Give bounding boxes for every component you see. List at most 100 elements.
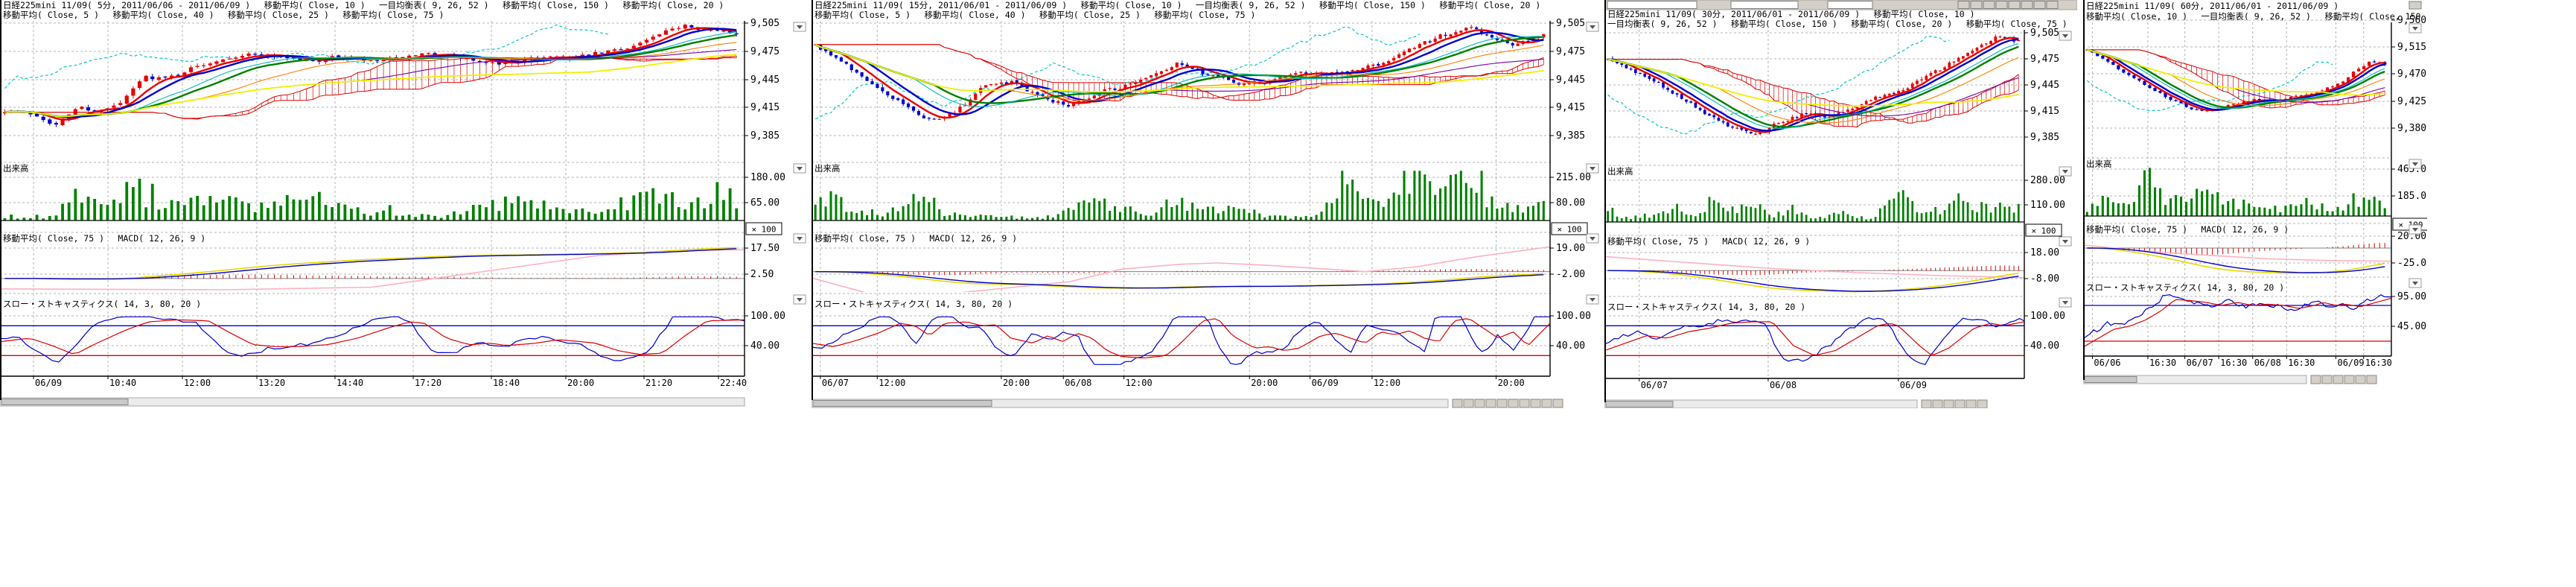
chart-nav-button-mode-1[interactable] bbox=[1519, 399, 1530, 408]
chart-nav-button-scroll-right[interactable] bbox=[1463, 399, 1474, 408]
pane-scroll-down-button[interactable] bbox=[793, 163, 806, 174]
volume-bar bbox=[2153, 187, 2157, 216]
candle-up bbox=[948, 113, 951, 117]
candle-down bbox=[1020, 83, 1024, 87]
volume-bar bbox=[382, 210, 385, 220]
chart-nav-button-settings[interactable] bbox=[1552, 399, 1563, 408]
volume-bar bbox=[1418, 171, 1421, 220]
volume-bar bbox=[1764, 209, 1766, 222]
toolbar-button[interactable] bbox=[1995, 1, 2008, 9]
pane-scroll-down-button[interactable] bbox=[2059, 31, 2072, 41]
toolbar-button[interactable] bbox=[2046, 1, 2059, 9]
ma-150-line bbox=[4, 54, 737, 118]
chart-nav-button-mode-2[interactable] bbox=[1530, 399, 1541, 408]
volume-bar bbox=[984, 215, 987, 220]
volume-bar bbox=[703, 208, 707, 220]
candle-down bbox=[860, 72, 864, 77]
volume-bar bbox=[824, 206, 827, 220]
chart-nav-button-page-left[interactable] bbox=[2333, 375, 2344, 384]
candle-up bbox=[1150, 75, 1153, 77]
candle-up bbox=[2330, 86, 2335, 88]
chart-nav-button-scroll-right[interactable] bbox=[2321, 375, 2333, 384]
candle-down bbox=[1335, 72, 1339, 73]
volume-bar bbox=[74, 188, 77, 220]
scrollbar-track[interactable] bbox=[0, 397, 745, 407]
volume-bar bbox=[1181, 197, 1184, 220]
scrollbar-thumb[interactable] bbox=[1605, 401, 1674, 407]
toolbar-button[interactable] bbox=[2008, 1, 2021, 9]
toolbar-button[interactable] bbox=[2033, 1, 2046, 9]
toolbar-button[interactable] bbox=[2021, 1, 2033, 9]
chart-nav-button-scroll-left[interactable] bbox=[1921, 399, 1932, 409]
candle-down bbox=[310, 59, 315, 61]
candle-up bbox=[612, 49, 617, 51]
chart-nav-button-scroll-right[interactable] bbox=[1932, 399, 1943, 409]
volume-bar bbox=[1837, 214, 1840, 222]
pane-scroll-down-button[interactable] bbox=[2408, 278, 2422, 288]
window-control-box[interactable] bbox=[2408, 1, 2422, 10]
pane-scroll-down-button[interactable] bbox=[2059, 236, 2072, 247]
chart-nav-button-page-right[interactable] bbox=[1485, 399, 1496, 408]
chart-nav-button-page-right[interactable] bbox=[1954, 399, 1966, 409]
pane-scroll-down-button[interactable] bbox=[2059, 166, 2072, 177]
volume-bar bbox=[1274, 215, 1277, 220]
pane-scroll-down-button[interactable] bbox=[1586, 233, 1599, 244]
candle-down bbox=[2143, 80, 2146, 85]
multiplier-badge: × 100 bbox=[2025, 223, 2062, 237]
pane-scroll-down-button[interactable] bbox=[1586, 294, 1599, 305]
volume-bar bbox=[2117, 203, 2120, 216]
toolbar-button[interactable] bbox=[1983, 1, 1995, 9]
chart-nav-button-zoom-in[interactable] bbox=[1496, 399, 1508, 408]
volume-bar bbox=[2122, 203, 2125, 216]
volume-bar bbox=[1699, 213, 1701, 222]
toolbar-dropdown[interactable] bbox=[1730, 1, 1799, 9]
senkou-b-line bbox=[2087, 49, 2385, 106]
volume-bar bbox=[1424, 174, 1426, 220]
scrollbar-track[interactable] bbox=[811, 399, 1449, 408]
pane-scroll-down-button[interactable] bbox=[1586, 163, 1599, 174]
scrollbar-thumb[interactable] bbox=[2084, 376, 2137, 383]
chart-nav-button-zoom-in[interactable] bbox=[1966, 399, 1977, 409]
pane-scroll-down-button[interactable] bbox=[793, 233, 806, 244]
horizontal-scrollbar bbox=[1604, 399, 1988, 409]
volume-pane-label: 出来高 bbox=[1607, 166, 1633, 177]
volume-bar bbox=[891, 207, 894, 220]
pane-scroll-down-button[interactable] bbox=[793, 22, 806, 32]
toolbar-dropdown[interactable] bbox=[1827, 1, 1873, 9]
chart-nav-button-zoom-in[interactable] bbox=[2355, 375, 2366, 384]
chart-nav-button-scroll-left[interactable] bbox=[1452, 399, 1463, 408]
chart-nav-button-zoom-out[interactable] bbox=[2366, 375, 2377, 384]
volume-bar bbox=[1217, 213, 1220, 220]
candle-down bbox=[176, 74, 180, 76]
volume-bar bbox=[2185, 202, 2188, 216]
volume-bar bbox=[1777, 212, 1780, 222]
volume-bar bbox=[150, 183, 154, 220]
volume-bar bbox=[1943, 210, 1946, 222]
toolbar-dropdown[interactable] bbox=[1607, 1, 1697, 9]
chart-nav-button-scroll-left[interactable] bbox=[2310, 375, 2321, 384]
chevron-down-icon bbox=[2412, 282, 2418, 285]
candle-up bbox=[2362, 66, 2366, 69]
scrollbar-thumb[interactable] bbox=[1, 399, 129, 405]
chart-nav-button-zoom-out[interactable] bbox=[1508, 399, 1519, 408]
volume-bar bbox=[1444, 186, 1447, 220]
pane-scroll-down-button[interactable] bbox=[2408, 23, 2422, 34]
pane-scroll-down-button[interactable] bbox=[1586, 22, 1599, 32]
chart-nav-button-page-right[interactable] bbox=[2344, 375, 2355, 384]
pane-scroll-down-button[interactable] bbox=[2059, 297, 2072, 308]
toolbar-button[interactable] bbox=[1957, 1, 1970, 9]
candle-up bbox=[246, 53, 251, 57]
chart-nav-button-mode-3[interactable] bbox=[1541, 399, 1552, 408]
chart-nav-button-page-left[interactable] bbox=[1943, 399, 1954, 409]
candle-down bbox=[34, 113, 39, 117]
volume-bar bbox=[1397, 194, 1400, 220]
candle-down bbox=[906, 104, 911, 107]
pane-scroll-down-button[interactable] bbox=[2408, 159, 2422, 169]
scrollbar-thumb[interactable] bbox=[812, 400, 992, 407]
chart-nav-button-zoom-out[interactable] bbox=[1977, 399, 1988, 409]
chart-nav-button-page-left[interactable] bbox=[1474, 399, 1485, 408]
pane-scroll-down-button[interactable] bbox=[793, 294, 806, 305]
volume-bar bbox=[1480, 171, 1483, 220]
toolbar-button[interactable] bbox=[1970, 1, 1983, 9]
pane-scroll-down-button[interactable] bbox=[2408, 224, 2422, 235]
